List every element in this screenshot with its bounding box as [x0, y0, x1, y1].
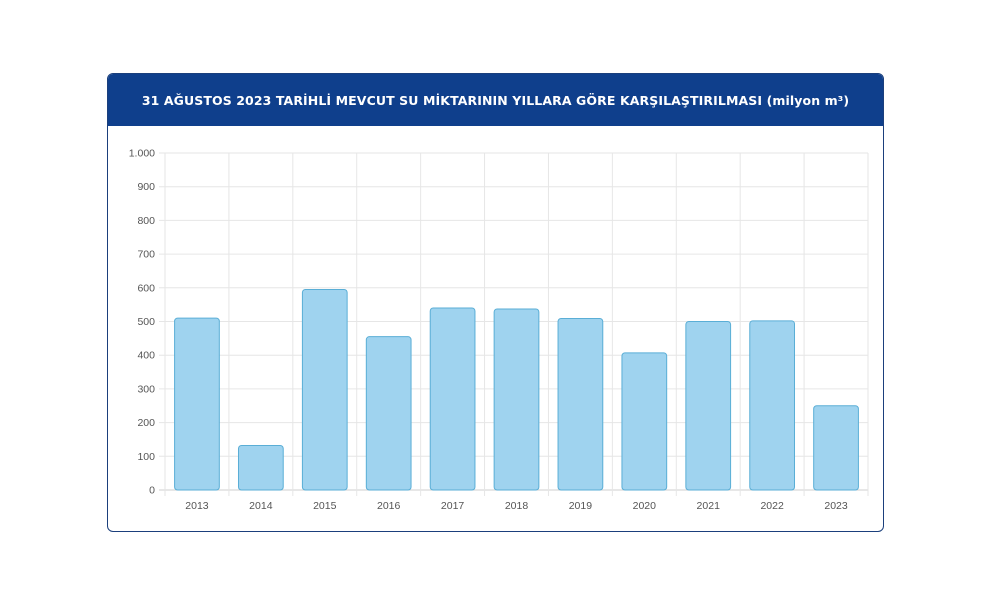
x-tick-label: 2013 [185, 500, 209, 512]
x-tick-label: 2022 [760, 500, 784, 512]
x-tick-label: 2020 [633, 500, 657, 512]
x-tick-label: 2017 [441, 500, 465, 512]
y-tick-label: 900 [137, 181, 155, 193]
x-tick-label: 2018 [505, 500, 529, 512]
x-tick-label: 2016 [377, 500, 401, 512]
x-tick-label: 2021 [697, 500, 721, 512]
x-tick-label: 2023 [824, 500, 848, 512]
bar-2018 [493, 308, 540, 491]
bar-2015 [301, 288, 348, 491]
bar-2016 [365, 336, 412, 491]
x-tick-label: 2015 [313, 500, 337, 512]
bar-2020 [621, 352, 668, 491]
x-tick-label: 2014 [249, 500, 273, 512]
y-tick-label: 0 [149, 485, 155, 497]
bar-2022 [749, 320, 796, 491]
bar-2023 [813, 405, 859, 491]
y-tick-label: 500 [137, 316, 155, 328]
y-tick-label: 200 [137, 417, 155, 429]
bar-2019 [557, 317, 604, 491]
y-tick-label: 100 [137, 451, 155, 463]
chart-title: 31 AĞUSTOS 2023 TARİHLİ MEVCUT SU MİKTAR… [108, 74, 883, 126]
x-axis-ticks: 2013 2014 2015 2016 2017 2018 2019 2020 2021 2022… [185, 500, 848, 512]
y-tick-label: 300 [137, 383, 155, 395]
y-tick-label: 400 [137, 350, 155, 362]
y-tick-label: 700 [137, 249, 155, 261]
x-tick-label: 2019 [569, 500, 593, 512]
bar-2013 [174, 317, 220, 491]
y-axis-ticks: 0 100 200 300 400 500 600 700 800 900 1.000 [129, 148, 155, 497]
bar-2014 [237, 445, 284, 491]
y-tick-label: 1.000 [129, 148, 155, 160]
bar-2017 [429, 307, 476, 491]
bar-2021 [685, 321, 732, 491]
y-tick-label: 600 [137, 282, 155, 294]
bars [174, 288, 859, 491]
y-tick-label: 800 [137, 215, 155, 227]
